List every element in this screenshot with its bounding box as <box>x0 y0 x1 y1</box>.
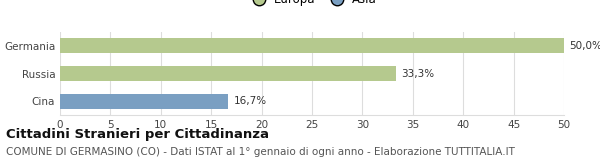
Bar <box>60 38 564 53</box>
Legend: Europa, Asia: Europa, Asia <box>242 0 382 10</box>
Bar <box>60 94 229 109</box>
Text: Cittadini Stranieri per Cittadinanza: Cittadini Stranieri per Cittadinanza <box>6 128 269 141</box>
Text: COMUNE DI GERMASINO (CO) - Dati ISTAT al 1° gennaio di ogni anno - Elaborazione : COMUNE DI GERMASINO (CO) - Dati ISTAT al… <box>6 147 515 157</box>
Text: 50,0%: 50,0% <box>569 41 600 51</box>
Text: 33,3%: 33,3% <box>401 69 434 79</box>
Text: 16,7%: 16,7% <box>233 96 266 106</box>
Bar <box>60 66 395 81</box>
